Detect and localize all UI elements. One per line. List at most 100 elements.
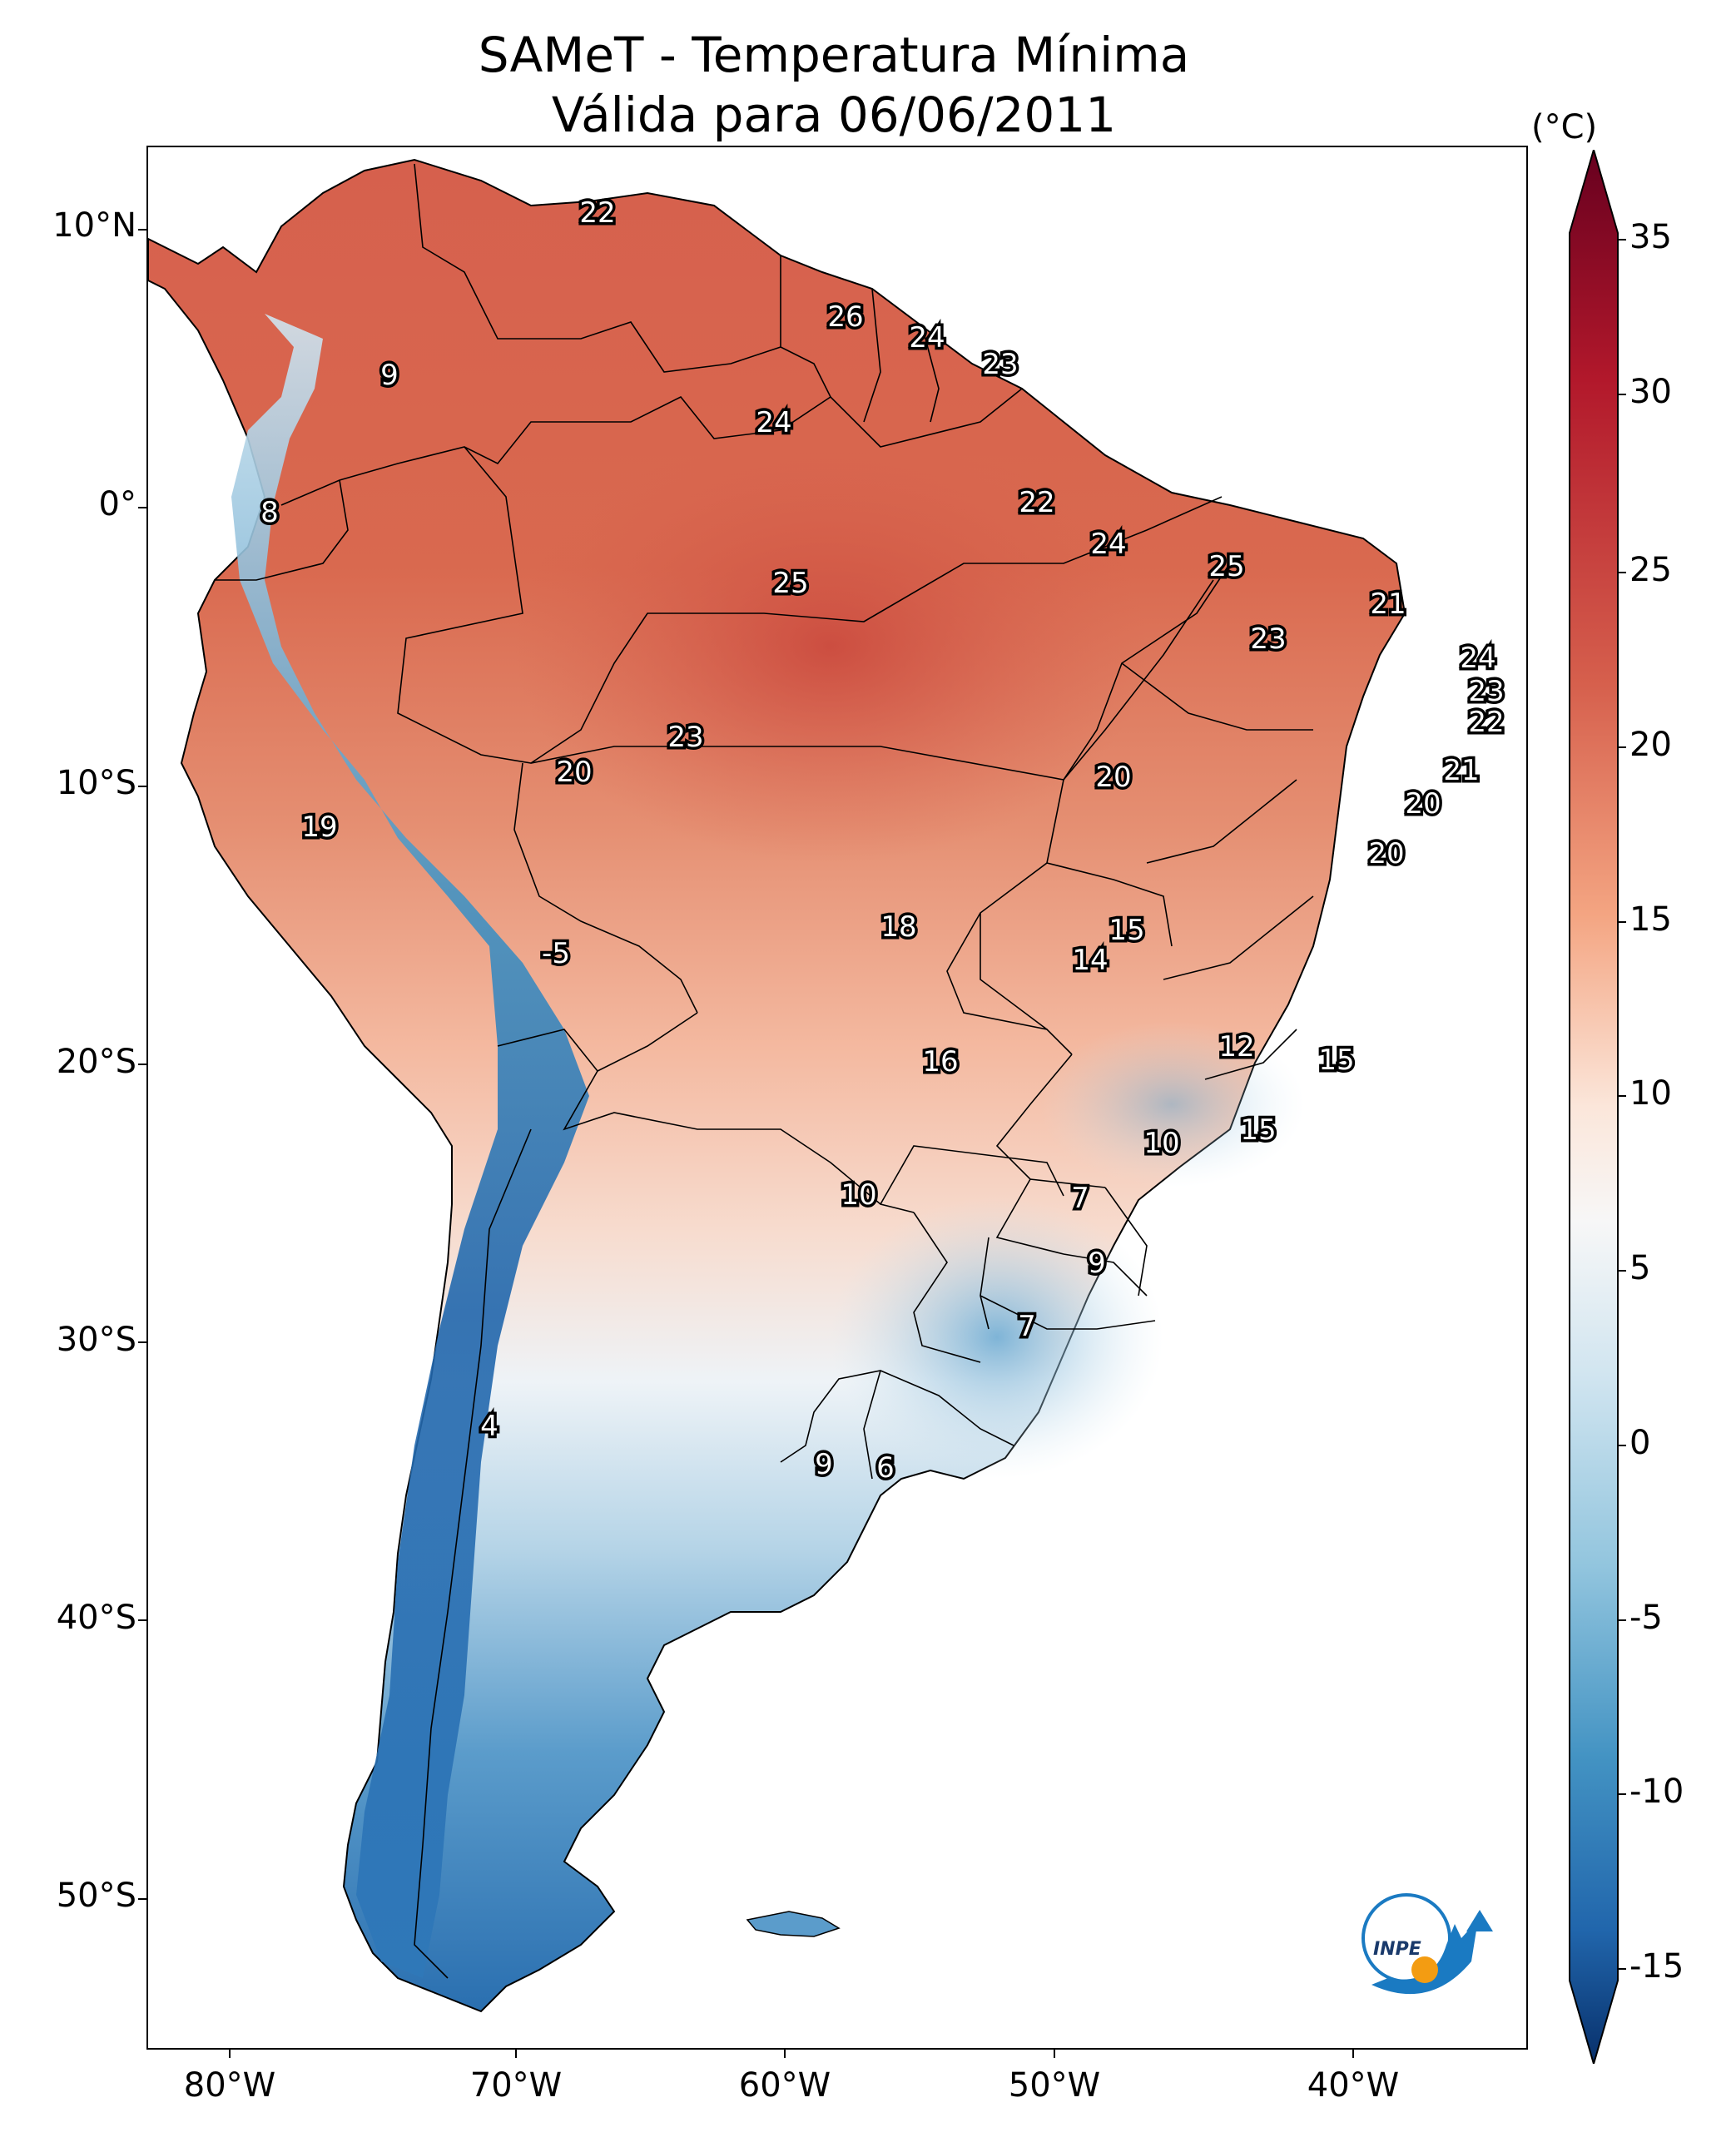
- station-value: -5: [542, 937, 570, 970]
- lon-label-40w: 40°W: [1307, 2066, 1400, 2105]
- lat-tick: [138, 1619, 146, 1621]
- colorbar-tick: [1618, 1445, 1626, 1446]
- title-line-1: SAMeT - Temperatura Mínima: [478, 27, 1190, 83]
- station-value: 9: [815, 1448, 833, 1481]
- colorbar-tick: [1618, 746, 1626, 748]
- colorbar-tick: [1618, 239, 1626, 240]
- station-value: 23: [982, 348, 1018, 381]
- lat-tick: [138, 1064, 146, 1065]
- southeast-brazil-cool-patch: [1039, 1021, 1305, 1188]
- station-value: 21: [1370, 588, 1406, 621]
- south-brazil-cool-patch: [831, 1196, 1163, 1479]
- lon-tick: [1352, 2050, 1354, 2058]
- station-value: 15: [1109, 914, 1144, 947]
- andes-cold-band: [231, 314, 589, 1978]
- colorbar-body: [1569, 150, 1619, 2064]
- lon-label-80w: 80°W: [183, 2066, 276, 2105]
- lon-label-50w: 50°W: [1008, 2066, 1101, 2105]
- colorbar-label-35: 35: [1629, 218, 1672, 256]
- station-value: 15: [1318, 1044, 1354, 1077]
- station-value: 23: [1468, 675, 1504, 708]
- lon-label-70w: 70°W: [469, 2066, 563, 2105]
- colorbar-label-10: 10: [1629, 1074, 1672, 1113]
- station-value: 16: [922, 1045, 958, 1078]
- station-value: 24: [756, 406, 791, 439]
- lat-label-40s: 40°S: [56, 1599, 136, 1637]
- lon-tick: [1054, 2050, 1055, 2058]
- station-value: 20: [1095, 761, 1131, 794]
- lon-tick: [784, 2050, 786, 2058]
- station-value: 4: [480, 1410, 498, 1443]
- station-value: 19: [301, 811, 337, 844]
- station-value: 20: [1405, 787, 1441, 821]
- station-value: 22: [1468, 706, 1504, 739]
- logo-text: INPE: [1373, 1939, 1421, 1960]
- station-value: 22: [1019, 486, 1054, 519]
- station-value: 24: [1090, 528, 1126, 561]
- station-value: 25: [772, 567, 808, 600]
- map-panel: 22 26 24 23 9 24 8 22 24 25 25 23 21 24 …: [146, 146, 1528, 2050]
- station-value: 15: [1240, 1113, 1276, 1147]
- station-value: 7: [1071, 1182, 1089, 1215]
- colorbar-label-25: 25: [1629, 551, 1672, 589]
- lat-label-50s: 50°S: [56, 1877, 136, 1915]
- lon-tick: [515, 2050, 517, 2058]
- colorbar-label-minus15: -15: [1629, 1947, 1684, 1986]
- station-value: 10: [1143, 1127, 1179, 1160]
- colorbar-label-15: 15: [1629, 900, 1672, 939]
- colorbar-label-minus5: -5: [1629, 1599, 1663, 1637]
- lat-label-0: 0°: [98, 485, 136, 523]
- station-values: 22 26 24 23 9 24 8 22 24 25 25 23 21 24 …: [258, 194, 1507, 1488]
- logo-sun: [1411, 1956, 1438, 1983]
- station-value: 9: [380, 359, 399, 392]
- station-value: 9: [1088, 1247, 1106, 1280]
- colorbar-tick: [1618, 1270, 1626, 1272]
- lat-tick: [138, 1898, 146, 1900]
- lon-tick: [229, 2050, 231, 2058]
- logo-arrow: [1466, 1910, 1493, 1931]
- country-borders: [215, 163, 1314, 1979]
- lat-label-30s: 30°S: [56, 1321, 136, 1359]
- colorbar-tick: [1618, 1968, 1626, 1970]
- inpe-logo: INPE: [1362, 1893, 1493, 1995]
- station-value: 25: [1208, 550, 1244, 583]
- colorbar-tick: [1618, 394, 1626, 395]
- station-value: 24: [909, 321, 945, 355]
- lat-label-10s: 10°S: [56, 764, 136, 802]
- colorbar-label-0: 0: [1629, 1424, 1651, 1462]
- lat-tick: [138, 229, 146, 231]
- colorbar-tick: [1618, 1619, 1626, 1621]
- lat-tick: [138, 786, 146, 787]
- station-value: 22: [579, 196, 615, 230]
- station-value: 26: [827, 300, 863, 334]
- lat-label-10n: 10°N: [52, 206, 136, 245]
- colorbar-unit: (°C): [1531, 108, 1598, 146]
- station-value: 12: [1218, 1030, 1254, 1064]
- lat-tick: [138, 1341, 146, 1343]
- station-value: 6: [876, 1451, 895, 1485]
- station-value: 20: [1368, 837, 1404, 870]
- station-value: 7: [1018, 1310, 1036, 1343]
- amazon-warm-core: [514, 430, 1147, 863]
- station-value: 23: [667, 721, 703, 754]
- colorbar-label-30: 30: [1629, 373, 1672, 411]
- map-title: SAMeT - Temperatura Mínima Válida para 0…: [0, 25, 1668, 145]
- colorbar: [1569, 150, 1619, 2064]
- colorbar-tick: [1618, 1095, 1626, 1097]
- lat-label-20s: 20°S: [56, 1043, 136, 1081]
- colorbar-label-minus10: -10: [1629, 1773, 1684, 1811]
- colorbar-tick: [1618, 572, 1626, 573]
- station-value: 20: [556, 756, 592, 789]
- station-value: 18: [880, 910, 916, 944]
- colorbar-tick: [1618, 921, 1626, 923]
- station-value: 21: [1443, 754, 1479, 787]
- station-value: 8: [260, 496, 279, 529]
- station-value: 10: [841, 1178, 876, 1212]
- station-value: 23: [1250, 622, 1286, 656]
- colorbar-label-5: 5: [1629, 1249, 1651, 1287]
- falkland-islands: [746, 1911, 841, 1937]
- station-value: 14: [1072, 944, 1108, 977]
- title-line-2: Válida para 06/06/2011: [551, 87, 1117, 143]
- colorbar-tick: [1618, 1793, 1626, 1795]
- station-value: 24: [1460, 642, 1495, 675]
